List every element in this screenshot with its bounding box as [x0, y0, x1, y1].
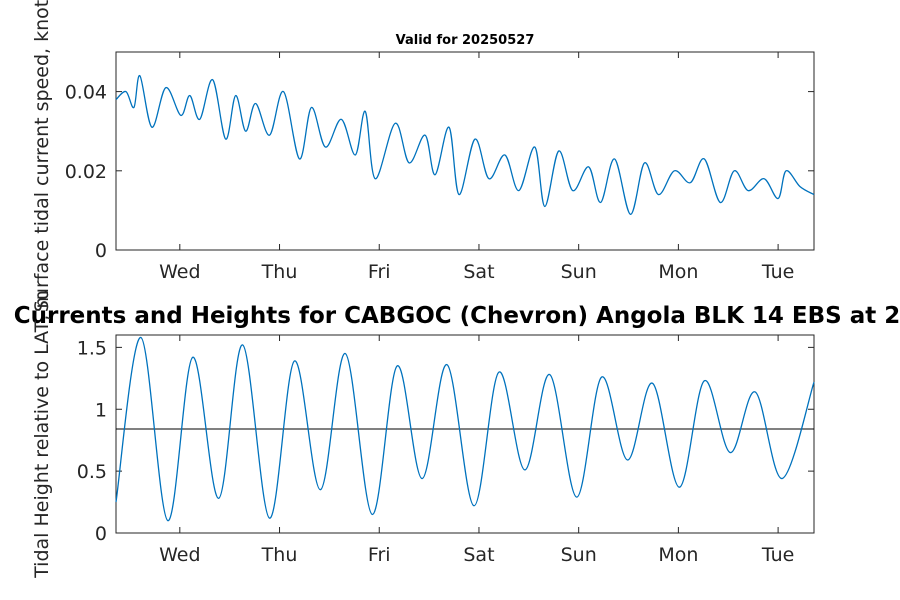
- current-speed-xtick-label: Tue: [761, 261, 794, 283]
- current-speed-title: Valid for 20250527: [396, 33, 535, 48]
- tidal-height-xtick-label: Thu: [261, 544, 298, 566]
- current-speed-ytick-label: 0.04: [65, 82, 107, 104]
- tidal-height-xtick-label: Sat: [463, 544, 494, 566]
- current-speed-xtick-label: Sun: [561, 261, 597, 283]
- tidal-height-ytick-label: 1: [95, 399, 107, 421]
- tidal-height-ytick-label: 0: [95, 523, 107, 545]
- current-speed-plot-area: [115, 51, 815, 251]
- tidal-height-plot-area: [115, 334, 815, 534]
- current-speed-ylabel: Surface tidal current speed, knots: [31, 0, 53, 312]
- tidal-height-title: Currents and Heights for CABGOC (Chevron…: [14, 303, 900, 329]
- current-speed-ticks: Wed Thu Fri Sat Sun Mon Tue 0 0.02 0.04: [65, 52, 814, 283]
- tidal-height-ylabel: Tidal Height relative to LAT, m: [31, 290, 53, 579]
- current-speed-line: [115, 75, 815, 216]
- current-speed-chart: Valid for 20250527 Wed Thu Fri Sat Sun Mon Tue…: [65, 33, 815, 283]
- tidal-height-line: [115, 336, 815, 522]
- current-speed-xtick-label: Thu: [261, 261, 298, 283]
- tidal-height-xtick-label: Sun: [561, 544, 597, 566]
- current-speed-xtick-label: Sat: [463, 261, 494, 283]
- tidal-height-xtick-label: Wed: [159, 544, 200, 566]
- tidal-height-ticks: Wed Thu Fri Sat Sun Mon Tue 0 0.5 1 1.5: [77, 335, 814, 566]
- current-speed-xtick-label: Mon: [658, 261, 698, 283]
- tidal-height-xtick-label: Mon: [658, 544, 698, 566]
- tidal-height-chart: Wed Thu Fri Sat Sun Mon Tue 0 0.5 1 1.5 Currents a…: [14, 303, 900, 566]
- tidal-height-ytick-label: 0.5: [77, 461, 107, 483]
- tidal-height-xtick-label: Fri: [368, 544, 391, 566]
- tidal-height-xtick-label: Tue: [761, 544, 794, 566]
- current-speed-xtick-label: Fri: [368, 261, 391, 283]
- current-speed-xtick-label: Wed: [159, 261, 200, 283]
- tidal-height-ytick-label: 1.5: [77, 337, 107, 359]
- current-speed-ytick-label: 0: [95, 240, 107, 262]
- current-speed-ytick-label: 0.02: [65, 161, 107, 183]
